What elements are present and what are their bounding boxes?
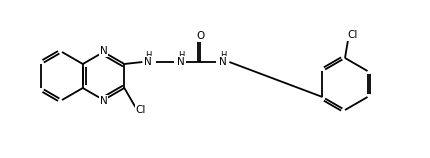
Text: Cl: Cl (135, 105, 145, 115)
Text: N: N (219, 57, 227, 67)
Text: H: H (220, 52, 227, 61)
Text: O: O (196, 31, 205, 41)
Text: H: H (145, 52, 151, 61)
Text: N: N (144, 57, 152, 67)
Text: N: N (100, 95, 108, 106)
Text: H: H (178, 52, 184, 61)
Text: Cl: Cl (348, 30, 358, 40)
Text: N: N (178, 57, 185, 67)
Text: N: N (100, 46, 108, 57)
